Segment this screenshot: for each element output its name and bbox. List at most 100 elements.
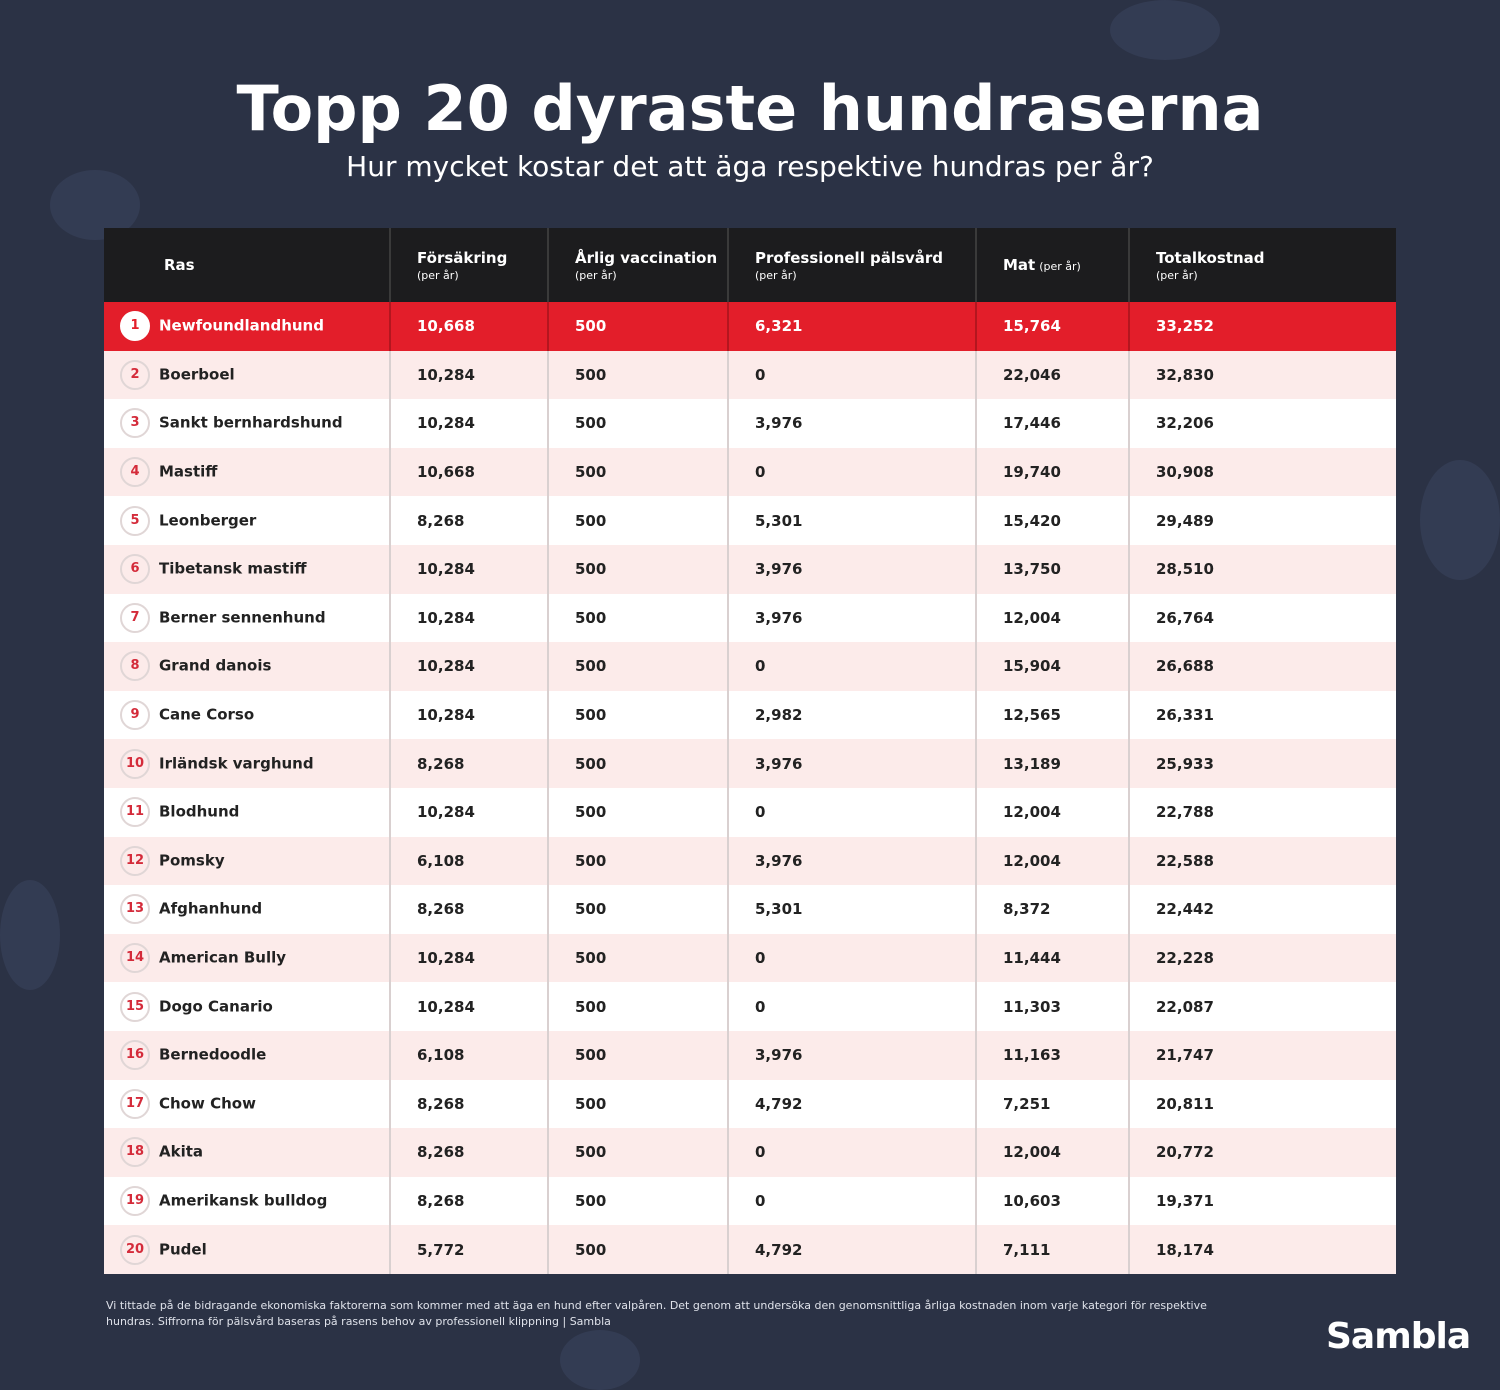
value-cell: 10,284	[390, 593, 549, 643]
value-cell: 32,206	[1129, 399, 1396, 448]
table-row: 15 Dogo Canario 10,284 500 0 11,303 22,087	[104, 982, 1396, 1031]
column-label: Mat	[1003, 256, 1036, 274]
value-cell: 3,976	[728, 1030, 977, 1080]
breed-cell: 18 Akita	[104, 1128, 391, 1177]
value-cell: 28,510	[1129, 544, 1396, 594]
breed-cell: 4 Mastiff	[104, 447, 391, 497]
breed-cell: 9 Cane Corso	[104, 690, 391, 740]
value-cell: 4,792	[728, 1225, 977, 1274]
value-cell: 8,268	[390, 496, 549, 545]
table-row: 19 Amerikansk bulldog 8,268 500 0 10,603 19,37…	[104, 1176, 1396, 1226]
rank-badge: 9	[120, 700, 150, 731]
value-cell: 18,174	[1129, 1225, 1396, 1274]
value-cell: 10,668	[390, 302, 549, 351]
table-row: 5 Leonberger 8,268 500 5,301 15,420 29,489	[104, 496, 1396, 545]
value-cell: 10,284	[390, 787, 549, 837]
table-row: 10 Irländsk varghund 8,268 500 3,976 13,189 25…	[104, 739, 1396, 788]
rank-badge: 18	[120, 1137, 150, 1168]
column-unit: (per år)	[417, 268, 459, 282]
paw-decoration	[1420, 460, 1500, 580]
breed-name: Pomsky	[159, 851, 225, 870]
rank-badge: 16	[120, 1040, 150, 1071]
cost-table: Ras Försäkring (per år) Årlig vaccination (p…	[104, 228, 1396, 1274]
rank-badge: 6	[120, 554, 150, 585]
value-cell: 21,747	[1129, 1030, 1396, 1080]
value-cell: 500	[548, 836, 729, 886]
column-header: Ras	[104, 228, 391, 302]
page-title: Topp 20 dyraste hundraserna	[236, 72, 1264, 145]
value-cell: 500	[548, 787, 729, 837]
breed-name: Bernedoodle	[159, 1045, 267, 1064]
value-cell: 30,908	[1129, 447, 1396, 497]
column-label: Totalkostnad	[1156, 248, 1265, 267]
breed-name: Mastiff	[159, 462, 218, 481]
value-cell: 500	[548, 1176, 729, 1226]
value-cell: 10,284	[390, 982, 549, 1031]
paw-decoration	[560, 1330, 640, 1390]
value-cell: 10,284	[390, 544, 549, 594]
value-cell: 12,004	[976, 836, 1130, 886]
breed-cell: 6 Tibetansk mastiff	[104, 544, 391, 594]
rank-badge: 15	[120, 991, 150, 1022]
breed-cell: 3 Sankt bernhardshund	[104, 399, 391, 448]
value-cell: 3,976	[728, 399, 977, 448]
value-cell: 22,788	[1129, 787, 1396, 837]
breed-name: Boerboel	[159, 365, 235, 384]
value-cell: 33,252	[1129, 302, 1396, 351]
breed-cell: 10 Irländsk varghund	[104, 739, 391, 788]
column-header: Totalkostnad (per år)	[1129, 228, 1396, 302]
breed-cell: 15 Dogo Canario	[104, 982, 391, 1031]
value-cell: 12,004	[976, 787, 1130, 837]
value-cell: 5,772	[390, 1225, 549, 1274]
value-cell: 10,284	[390, 690, 549, 740]
value-cell: 500	[548, 982, 729, 1031]
value-cell: 4,792	[728, 1079, 977, 1129]
column-label: Professionell pälsvård	[755, 248, 944, 267]
value-cell: 0	[728, 350, 977, 400]
rank-badge: 13	[120, 894, 150, 925]
value-cell: 11,444	[976, 933, 1130, 983]
breed-name: Afghanhund	[159, 899, 263, 918]
value-cell: 500	[548, 642, 729, 691]
breed-name: Dogo Canario	[159, 997, 273, 1016]
table-row: 2 Boerboel 10,284 500 0 22,046 32,830	[104, 350, 1396, 400]
column-unit: (per år)	[755, 268, 797, 282]
value-cell: 3,976	[728, 544, 977, 594]
value-cell: 17,446	[976, 399, 1130, 448]
value-cell: 11,163	[976, 1030, 1130, 1080]
value-cell: 0	[728, 642, 977, 691]
value-cell: 22,442	[1129, 885, 1396, 934]
breed-cell: 2 Boerboel	[104, 350, 391, 400]
value-cell: 10,668	[390, 447, 549, 497]
table-row: 9 Cane Corso 10,284 500 2,982 12,565 26,331	[104, 690, 1396, 740]
breed-name: Cane Corso	[159, 705, 255, 724]
paw-decoration	[1110, 0, 1220, 60]
rank-badge: 10	[120, 748, 150, 779]
value-cell: 500	[548, 690, 729, 740]
rank-badge: 8	[120, 651, 150, 682]
value-cell: 500	[548, 496, 729, 545]
value-cell: 7,251	[976, 1079, 1130, 1129]
rank-badge: 1	[120, 311, 150, 342]
page-subtitle: Hur mycket kostar det att äga respektive…	[346, 150, 1154, 183]
value-cell: 5,301	[728, 885, 977, 934]
value-cell: 22,588	[1129, 836, 1396, 886]
value-cell: 8,268	[390, 739, 549, 788]
table-row: 12 Pomsky 6,108 500 3,976 12,004 22,588	[104, 836, 1396, 886]
value-cell: 13,750	[976, 544, 1130, 594]
rank-badge: 4	[120, 457, 150, 488]
value-cell: 12,004	[976, 1128, 1130, 1177]
value-cell: 0	[728, 933, 977, 983]
breed-name: American Bully	[159, 948, 287, 967]
breed-cell: 1 Newfoundlandhund	[104, 302, 391, 351]
column-unit: (per år)	[1039, 260, 1081, 273]
value-cell: 500	[548, 399, 729, 448]
value-cell: 15,904	[976, 642, 1130, 691]
table-row: 18 Akita 8,268 500 0 12,004 20,772	[104, 1128, 1396, 1177]
column-header: Försäkring (per år)	[390, 228, 549, 302]
table-row: 3 Sankt bernhardshund 10,284 500 3,976 17,446…	[104, 399, 1396, 448]
table-row: 4 Mastiff 10,668 500 0 19,740 30,908	[104, 447, 1396, 497]
value-cell: 500	[548, 739, 729, 788]
value-cell: 6,108	[390, 1030, 549, 1080]
table-row: 8 Grand danois 10,284 500 0 15,904 26,688	[104, 642, 1396, 691]
